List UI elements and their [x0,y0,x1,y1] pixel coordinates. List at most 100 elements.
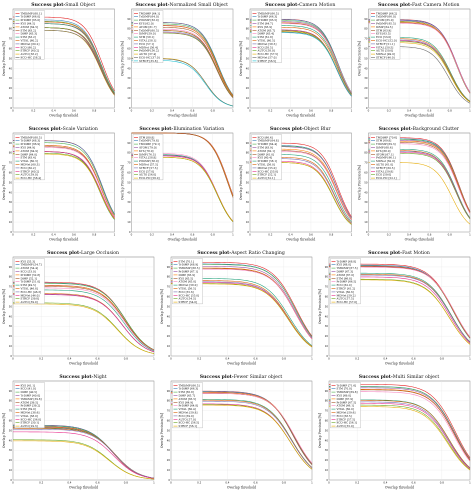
legend-entry: ATOM [65.5] [178,397,196,401]
legend-entry: TrDiMP [66.0] [376,15,396,19]
legend-entry: KYS [64.9] [179,400,194,404]
chart-title: Success plot-Background Clutter [379,126,460,132]
x-tick-label: 0.2 [39,357,43,361]
legend-entry: MDNet [60.3] [21,162,40,166]
x-tick-label: 0.8 [211,233,215,237]
y-tick-label: 10 [9,344,13,348]
x-axis-label: Overlap threshold [227,486,256,490]
y-tick-label: 90 [364,141,368,145]
legend [172,382,203,429]
x-tick-label: 1 [153,481,155,485]
y-tick-label: 50 [127,56,131,60]
y-tick-label: 0 [10,106,12,110]
legend-entry: TrDiMP [71.6] [337,383,357,387]
legend-entry: ECO-HC [58.2] [21,55,42,59]
legend-entry: TMDiMP [66.5] [179,383,200,387]
y-tick-label: 0 [366,230,368,234]
legend-entry: AUTO [54.3] [178,297,196,301]
legend-entry: STRCF [57.5] [139,166,158,170]
x-tick-label: 0 [170,481,172,485]
y-tick-label: 40 [246,66,250,70]
legend-entry: AUTO [55.0] [336,424,354,428]
y-tick-label: 30 [325,324,329,328]
legend-entry: ECO [59.0] [376,173,391,177]
legend-entry: KYS [62.0] [139,21,154,25]
x-tick-label: 0.6 [190,233,194,237]
legend-entry: STRCF [56.1] [179,424,198,428]
y-tick-label: 30 [127,200,131,204]
y-tick-label: 80 [9,399,13,403]
y-tick-label: 70 [167,285,171,289]
legend-entry: AUTO [52.1] [257,176,275,180]
legend-entry: VITAL [60.4] [178,407,196,411]
y-tick-label: 80 [127,27,131,31]
x-tick-label: 0.2 [150,233,154,237]
x-tick-label: 0.4 [67,481,71,485]
y-tick-label: 20 [364,210,368,214]
y-axis-label: Overlap Precision [%] [318,289,322,324]
x-tick-label: 0 [249,109,251,113]
y-tick-label: 20 [325,458,329,462]
x-tick-label: 0 [131,233,133,237]
y-tick-label: 80 [364,151,368,155]
x-axis-label: Overlap threshold [385,486,414,490]
legend-entry: PrDiMP [56.2] [139,49,159,53]
chart-title: Success plot-Illumination Variation [139,126,224,132]
legend-entry: VITAL [38.0] [20,414,38,418]
legend-entry: ECO [59.0] [179,414,194,418]
x-tick-label: 0.6 [96,481,100,485]
legend-entry: PrDiMP [64.8] [179,404,199,408]
y-tick-label: 0 [129,230,131,234]
legend-entry: AUTO [61.0] [375,162,393,166]
x-tick-label: 0.6 [309,233,313,237]
legend-entry: ECO [60.2] [21,45,36,49]
y-tick-label: 40 [325,314,329,318]
legend-entry: DiMP [61.0] [258,152,275,156]
legend-entry: KYS [64.5] [21,21,36,25]
y-tick-label: 0 [247,106,249,110]
legend-entry: ECO [53.0] [376,35,391,39]
legend-entry: VITAL [60.3] [20,159,38,163]
legend-entry: DiMP [63.3] [21,32,38,36]
legend-entry: KYS [68.0] [376,149,391,153]
y-tick-label: 20 [364,86,368,90]
y-tick-label: 60 [364,171,368,175]
legend-entry: STM [49.5] [21,283,36,287]
legend-entry: KYS [55.3] [21,259,36,263]
legend-entry: KYS [65.5] [179,276,194,280]
y-tick-label: 60 [9,419,13,423]
chart-panel-10: Success plot-Aspect Ratio Changing 0 10 20 3… [160,250,313,366]
legend-entry: ATOM [64.5] [20,25,38,29]
legend-entry: ATOM [67.0] [336,273,354,277]
x-tick-label: 1 [469,109,471,113]
y-tick-label: 10 [127,96,131,100]
x-tick-label: 0 [12,109,14,113]
x-tick-label: 0.6 [412,481,416,485]
chart-title: Success plot-Fast Motion [368,250,430,256]
x-tick-label: 0 [368,233,370,237]
chart-panel-1: Success plot-Small Object 0 10 20 30 40 50 60 70… [2,2,116,118]
chart-title: Success plot-Object Blur [270,126,332,132]
y-tick-label: 30 [325,448,329,452]
legend-entry: AUTO [37.4] [138,52,156,56]
legend-entry: STM [63.2] [21,35,36,39]
y-tick-label: 10 [325,344,329,348]
y-tick-label: 60 [9,171,13,175]
legend-entry: STRCF [60.2] [21,49,40,53]
legend-entry: ECO-HC [58.4] [21,176,42,180]
y-tick-label: 50 [167,304,171,308]
legend-entry: AUTO [29.3] [20,424,38,428]
chart-panel-13: Success plot-Fewer Similar object 0 10 20 30… [160,374,313,490]
legend-entry: AUTO [39.0] [20,300,38,304]
y-tick-label: 10 [246,220,250,224]
chart-panel-8: Success plot-Background Clutter 0 10 20 30 40… [358,126,472,242]
x-tick-label: 1 [114,233,116,237]
x-tick-label: 0.6 [72,233,76,237]
chart-panel-5: Success plot-Scale Variation 0 10 20 30 40 50 6… [2,126,116,242]
legend-entry: STM [63.9] [258,145,273,149]
y-tick-label: 90 [246,17,250,21]
chart-panel-9: Success plot-Large Occlusion 0 10 20 30 40 50 6… [2,250,155,366]
x-tick-label: 0.8 [448,109,452,113]
y-tick-label: 90 [9,265,13,269]
y-tick-label: 50 [325,428,329,432]
